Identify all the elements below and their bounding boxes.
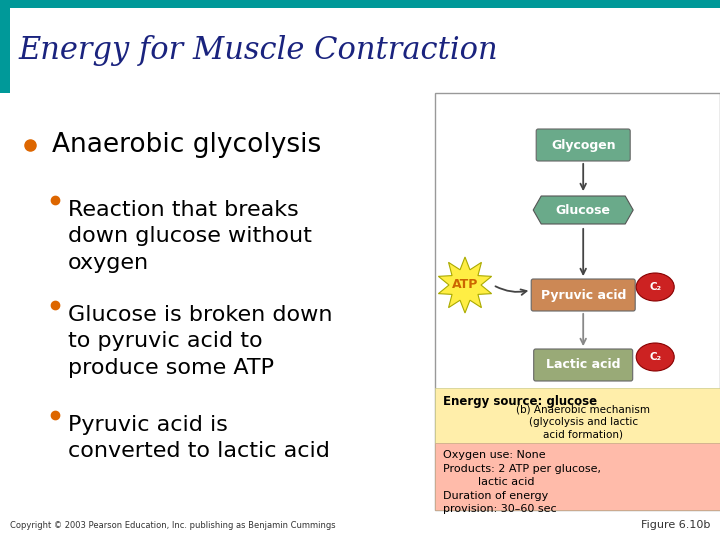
Text: (b) Anaerobic mechanism
(glycolysis and lactic
acid formation): (b) Anaerobic mechanism (glycolysis and … <box>516 405 650 440</box>
Ellipse shape <box>636 273 674 301</box>
Polygon shape <box>438 257 492 313</box>
Text: Glucose: Glucose <box>556 204 611 217</box>
Text: Oxygen use: None
Products: 2 ATP per glucose,
          lactic acid
Duration of : Oxygen use: None Products: 2 ATP per glu… <box>443 450 601 515</box>
Bar <box>0 0 720 8</box>
Bar <box>435 388 720 443</box>
Bar <box>0 8 10 93</box>
Text: Pyruvic acid: Pyruvic acid <box>541 288 626 301</box>
Text: Glucose is broken down
to pyruvic acid to
produce some ATP: Glucose is broken down to pyruvic acid t… <box>68 305 333 378</box>
Text: ATP: ATP <box>452 279 478 292</box>
Text: Energy source: glucose: Energy source: glucose <box>443 395 597 408</box>
FancyBboxPatch shape <box>531 279 635 311</box>
Bar <box>0 0 720 93</box>
Bar <box>0 0 720 8</box>
Bar <box>0 8 10 93</box>
Bar <box>0 0 720 8</box>
Bar <box>0 8 10 93</box>
Text: Pyruvic acid is
converted to lactic acid: Pyruvic acid is converted to lactic acid <box>68 415 330 461</box>
Text: C₂: C₂ <box>649 282 661 292</box>
Text: C₂: C₂ <box>649 352 661 362</box>
FancyBboxPatch shape <box>536 129 630 161</box>
Text: Lactic acid: Lactic acid <box>546 359 621 372</box>
FancyBboxPatch shape <box>534 349 633 381</box>
Text: Reaction that breaks
down glucose without
oxygen: Reaction that breaks down glucose withou… <box>68 200 312 273</box>
Bar <box>435 93 720 510</box>
Text: Anaerobic glycolysis: Anaerobic glycolysis <box>52 132 321 158</box>
Bar <box>435 443 720 510</box>
Text: Glycogen: Glycogen <box>551 138 616 152</box>
Text: Figure 6.10b: Figure 6.10b <box>641 520 710 530</box>
Ellipse shape <box>636 343 674 371</box>
Polygon shape <box>534 196 633 224</box>
Text: Copyright © 2003 Pearson Education, Inc. publishing as Benjamin Cummings: Copyright © 2003 Pearson Education, Inc.… <box>10 521 336 530</box>
Text: Energy for Muscle Contraction: Energy for Muscle Contraction <box>18 35 498 66</box>
